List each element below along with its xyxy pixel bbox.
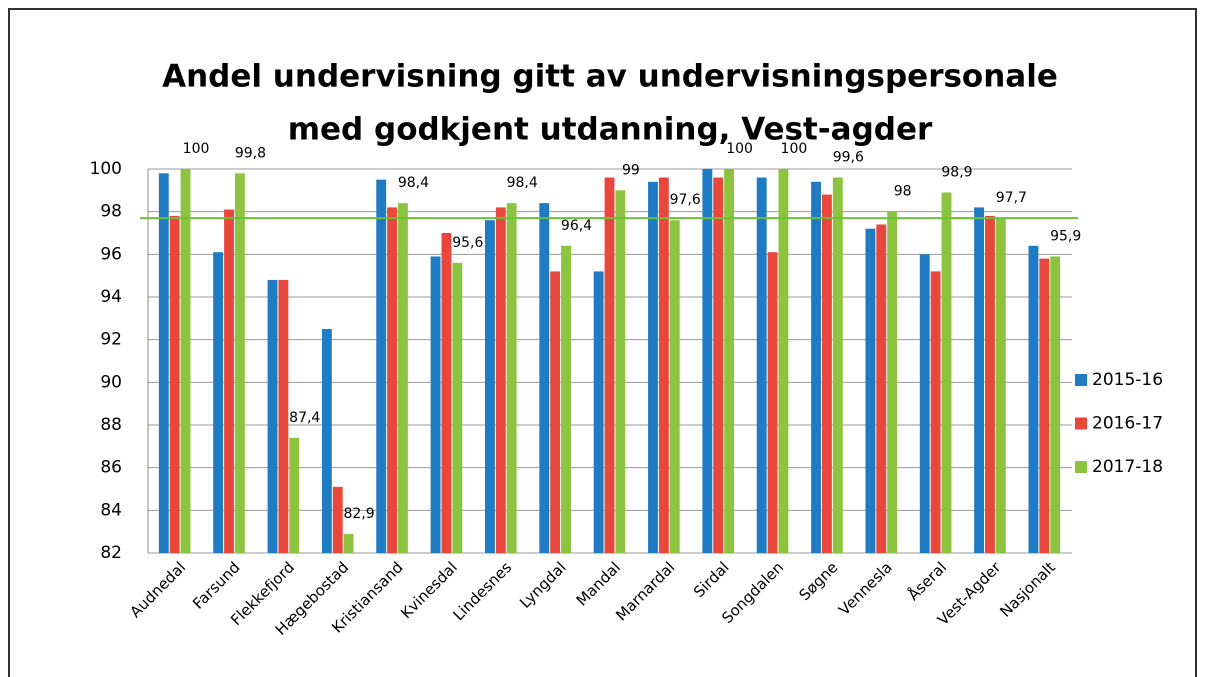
- bar: [713, 177, 724, 554]
- bar: [658, 177, 669, 554]
- bar: [811, 181, 821, 554]
- y-tick-label: 84: [100, 500, 122, 520]
- legend-swatch: [1075, 374, 1087, 386]
- bar: [267, 279, 278, 553]
- y-tick-label: 86: [100, 458, 122, 478]
- x-tick-label: Søgne: [795, 558, 841, 604]
- bar: [495, 207, 506, 553]
- legend-label: 2016-17: [1092, 414, 1163, 434]
- legend-label: 2015-16: [1092, 370, 1163, 390]
- bar: [289, 437, 300, 553]
- bar: [158, 173, 169, 553]
- y-tick-label: 94: [100, 287, 122, 307]
- bar: [213, 252, 224, 553]
- bar: [995, 218, 1006, 554]
- bar: [724, 169, 735, 553]
- bar: [832, 177, 843, 554]
- x-tick-label: Farsund: [189, 558, 243, 612]
- y-tick-label: 88: [100, 415, 122, 435]
- bar: [180, 169, 191, 553]
- y-tick-label: 90: [100, 372, 122, 392]
- bar: [1039, 258, 1050, 553]
- x-tick-label: Mandal: [573, 558, 624, 609]
- bar: [669, 220, 680, 553]
- bar: [593, 271, 604, 553]
- bar: [278, 279, 289, 553]
- value-label: 87,4: [289, 410, 320, 426]
- value-label: 96,4: [561, 218, 592, 234]
- value-label: 99,8: [235, 145, 266, 161]
- bar: [876, 224, 887, 553]
- y-tick-label: 100: [90, 159, 122, 179]
- bar: [343, 533, 354, 553]
- bar: [321, 329, 332, 553]
- bar: [550, 271, 561, 553]
- bar: [169, 215, 180, 553]
- value-label: 100: [183, 141, 210, 157]
- bar: [506, 203, 517, 553]
- bar: [821, 194, 832, 553]
- x-tick-label: Sirdal: [690, 558, 733, 601]
- bar: [224, 209, 234, 554]
- bar: [930, 271, 941, 553]
- bar: [865, 228, 876, 553]
- bar: [484, 220, 495, 553]
- y-tick-label: 98: [100, 202, 122, 222]
- y-tick-label: 96: [100, 244, 122, 264]
- bar: [561, 245, 571, 554]
- bar: [452, 262, 463, 553]
- bar: [756, 177, 767, 554]
- bar: [604, 177, 615, 554]
- x-tick-label: Audnedal: [126, 558, 189, 621]
- y-tick-label: 82: [100, 543, 122, 563]
- bar: [1028, 245, 1039, 554]
- bar: [778, 169, 789, 553]
- chart-title: med godkjent utdanning, Vest-agder: [288, 112, 933, 148]
- value-label: 97,6: [670, 192, 701, 208]
- bar: [441, 233, 452, 553]
- value-label: 98,9: [941, 164, 972, 180]
- value-label: 95,6: [452, 235, 483, 251]
- value-label: 98,4: [507, 175, 538, 191]
- bar: [539, 203, 550, 553]
- bar: [648, 181, 658, 554]
- bar: [919, 254, 930, 554]
- bar: [985, 215, 995, 553]
- legend-swatch: [1075, 417, 1087, 430]
- bar: [430, 256, 441, 553]
- bar: [376, 179, 387, 553]
- value-label: 100: [781, 141, 808, 157]
- bar: [941, 192, 952, 553]
- bar: [332, 486, 343, 553]
- value-label: 98: [894, 184, 912, 200]
- x-tick-label: Lindesnes: [449, 558, 515, 624]
- value-label: 95,9: [1050, 228, 1081, 244]
- bar: [974, 207, 985, 553]
- bar: [398, 203, 408, 553]
- value-label: 99: [622, 162, 640, 178]
- bar: [767, 252, 778, 553]
- value-label: 98,4: [398, 175, 429, 191]
- legend-swatch: [1075, 461, 1087, 473]
- value-label: 82,9: [344, 506, 375, 522]
- x-tick-label: Åseral: [904, 558, 951, 605]
- bar: [702, 169, 713, 553]
- x-tick-label: Vennesla: [835, 558, 896, 619]
- bar: [387, 207, 398, 553]
- y-tick-label: 92: [100, 330, 122, 350]
- chart-title: Andel undervisning gitt av undervisnings…: [162, 59, 1058, 95]
- legend-label: 2017-18: [1092, 457, 1163, 477]
- bar: [234, 173, 245, 553]
- x-tick-label: Nasjonalt: [996, 558, 1059, 621]
- value-label: 100: [726, 141, 753, 157]
- bar: [1050, 256, 1061, 553]
- frame: [8, 8, 1197, 677]
- bar: [887, 211, 898, 553]
- value-label: 99,6: [833, 150, 864, 166]
- x-tick-label: Marnardal: [612, 558, 678, 624]
- x-tick-label: Lyngdal: [516, 558, 570, 612]
- bar: [615, 190, 626, 554]
- value-label: 97,7: [996, 190, 1027, 206]
